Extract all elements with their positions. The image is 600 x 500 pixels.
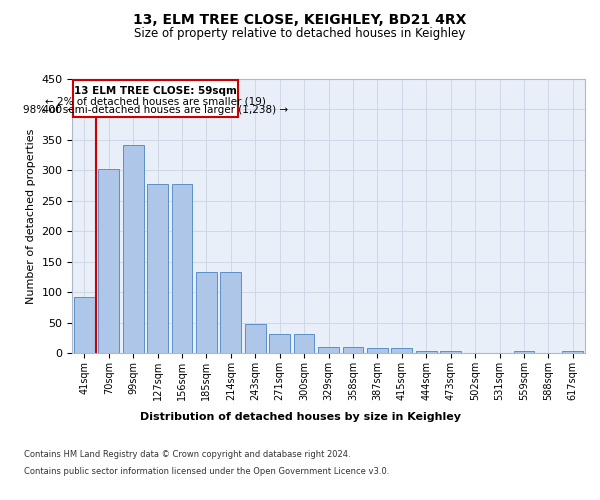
Bar bbox=[440, 350, 461, 353]
Text: 13 ELM TREE CLOSE: 59sqm: 13 ELM TREE CLOSE: 59sqm bbox=[74, 86, 237, 97]
Text: Contains HM Land Registry data © Crown copyright and database right 2024.: Contains HM Land Registry data © Crown c… bbox=[24, 450, 350, 459]
Bar bbox=[220, 272, 241, 353]
Bar bbox=[74, 297, 95, 353]
Bar bbox=[294, 334, 314, 353]
Bar bbox=[98, 168, 119, 353]
FancyBboxPatch shape bbox=[73, 80, 238, 116]
Bar bbox=[318, 347, 339, 353]
Y-axis label: Number of detached properties: Number of detached properties bbox=[26, 128, 35, 304]
Text: Contains public sector information licensed under the Open Government Licence v3: Contains public sector information licen… bbox=[24, 468, 389, 476]
Bar bbox=[367, 348, 388, 353]
Bar bbox=[343, 347, 364, 353]
Bar bbox=[196, 272, 217, 353]
Bar bbox=[391, 348, 412, 353]
Bar bbox=[562, 351, 583, 353]
Bar bbox=[123, 146, 143, 353]
Text: 13, ELM TREE CLOSE, KEIGHLEY, BD21 4RX: 13, ELM TREE CLOSE, KEIGHLEY, BD21 4RX bbox=[133, 12, 467, 26]
Text: Size of property relative to detached houses in Keighley: Size of property relative to detached ho… bbox=[134, 28, 466, 40]
Bar bbox=[514, 351, 535, 353]
Text: ← 2% of detached houses are smaller (19): ← 2% of detached houses are smaller (19) bbox=[45, 96, 266, 106]
Bar bbox=[269, 334, 290, 353]
Bar bbox=[172, 184, 193, 353]
Text: Distribution of detached houses by size in Keighley: Distribution of detached houses by size … bbox=[139, 412, 461, 422]
Bar bbox=[147, 184, 168, 353]
Bar bbox=[416, 350, 437, 353]
Bar bbox=[245, 324, 266, 353]
Text: 98% of semi-detached houses are larger (1,238) →: 98% of semi-detached houses are larger (… bbox=[23, 104, 288, 115]
